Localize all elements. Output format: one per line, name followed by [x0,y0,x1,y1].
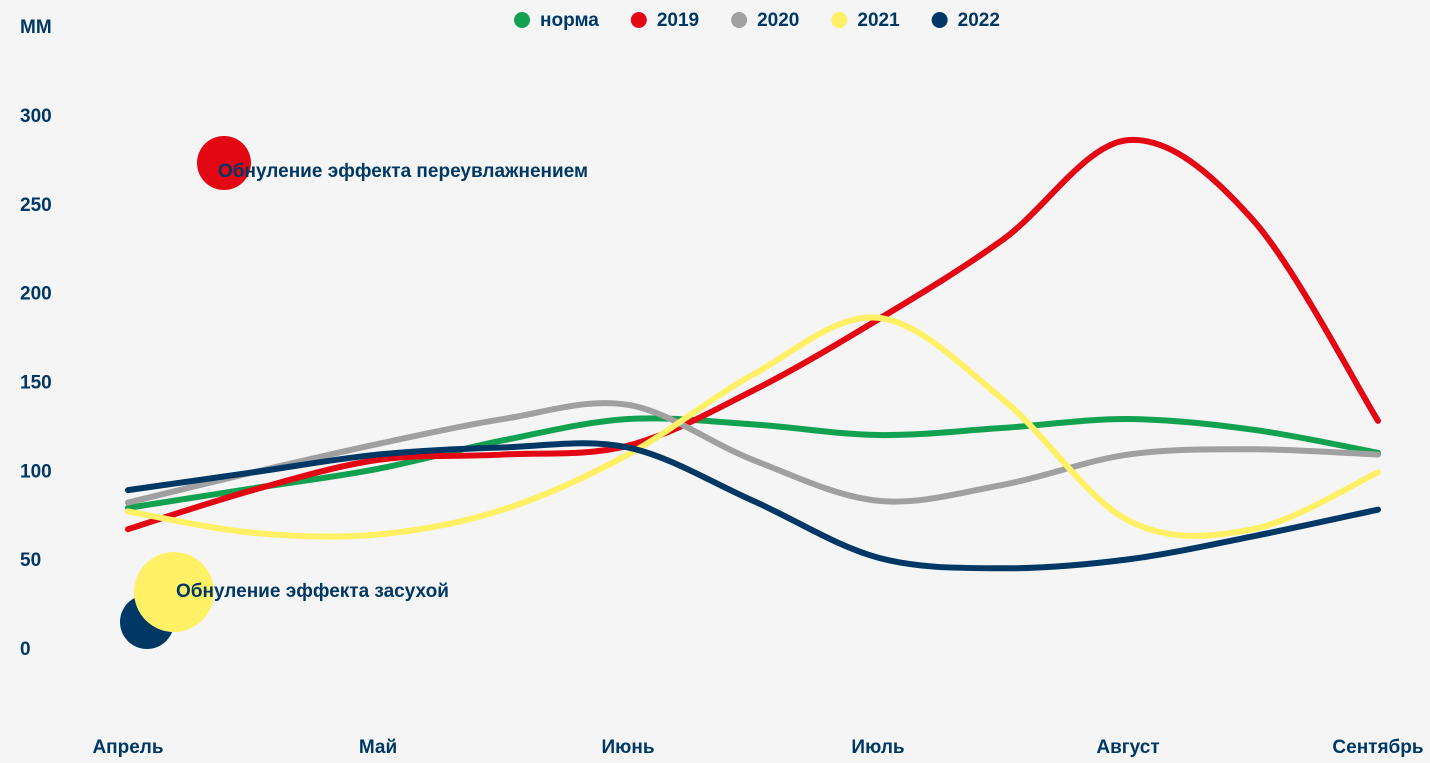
series-line [125,314,1381,540]
y-tick-label: 0 [20,639,31,660]
series-line [125,137,1381,533]
x-tick-label: Май [359,737,397,758]
x-tick-label: Сентябрь [1332,737,1423,758]
annotation: Обнуление эффекта переувлажнением [218,161,588,182]
legend-marker [931,12,948,28]
legend-marker [831,12,848,28]
legend-marker [731,12,748,28]
series-line [125,440,1381,572]
x-tick-label: Июль [851,737,904,758]
y-tick-label: 200 [20,284,52,305]
legend-label: 2020 [757,10,799,31]
y-tick-label: 50 [20,550,41,571]
legend-label: 2019 [657,10,699,31]
legend-label: норма [540,10,599,31]
legend-label: 2021 [857,10,900,31]
annotation-circle [134,552,214,632]
x-tick-label: Август [1096,737,1159,758]
legend-marker [514,12,530,28]
y-axis-label: ММ [20,17,52,38]
legend-label: 2022 [958,10,1000,31]
annotation-circle [197,136,251,190]
y-tick-label: 250 [20,195,52,216]
y-tick-label: 100 [20,461,52,482]
y-tick-label: 300 [20,106,52,127]
series-line [125,400,1381,506]
y-tick-label: 150 [20,373,52,394]
annotation: Обнуление эффекта засухой [176,581,449,602]
legend-marker [630,12,647,28]
x-tick-label: Апрель [92,737,163,758]
x-tick-label: Июнь [601,737,654,758]
series-line [125,415,1381,511]
